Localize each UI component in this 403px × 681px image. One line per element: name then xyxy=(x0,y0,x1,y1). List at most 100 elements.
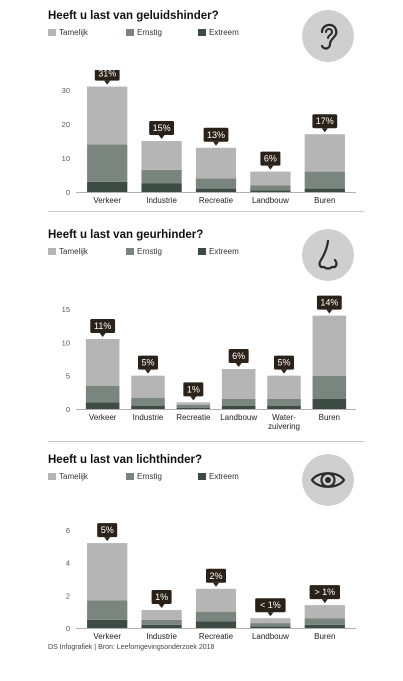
x-tick-label: Verkeer xyxy=(93,196,121,205)
y-tick-label: 4 xyxy=(66,559,70,568)
value-callout: 11% xyxy=(90,319,116,337)
x-tick-label: Industrie xyxy=(133,413,164,422)
legend-label: Ernstig xyxy=(137,247,162,256)
value-callout: 14% xyxy=(316,295,342,314)
callout-pointer xyxy=(267,612,274,617)
data-label: > 1% xyxy=(314,587,335,597)
legend-label: Ernstig xyxy=(137,472,162,481)
data-label: 17% xyxy=(316,116,334,126)
legend-swatch xyxy=(48,473,56,480)
callout-pointer xyxy=(321,128,328,133)
data-label: 5% xyxy=(101,525,114,535)
y-tick-label: 2 xyxy=(66,591,70,600)
y-tick-label: 0 xyxy=(66,624,70,633)
callout-pointer xyxy=(104,537,111,542)
callout-pointer xyxy=(104,80,111,85)
bar-segment-ernstig xyxy=(304,618,345,625)
bar-segment-extreem xyxy=(304,624,345,628)
x-tick-label: Buren xyxy=(314,196,335,205)
data-label: 1% xyxy=(155,592,168,602)
x-tick-label: Verkeer xyxy=(93,632,121,641)
x-tick-label: Water- xyxy=(272,413,296,422)
legend-swatch xyxy=(48,29,56,36)
x-tick-label: zuivering xyxy=(268,422,300,431)
value-callout: 13% xyxy=(203,127,229,146)
data-label: 11% xyxy=(94,321,111,331)
bar-segment-ernstig xyxy=(176,405,211,408)
data-label: 15% xyxy=(153,123,171,133)
value-callout: 1% xyxy=(183,382,204,401)
bar-segment-extreem xyxy=(267,405,301,409)
bar-segment-ernstig xyxy=(195,611,237,622)
x-tick-label: Recreatie xyxy=(199,632,234,641)
callout-box xyxy=(183,382,204,397)
bar-segment-ernstig xyxy=(267,399,301,406)
x-tick-label: Landbouw xyxy=(252,632,289,641)
bar-segment-tamelijk xyxy=(304,605,345,619)
x-tick-label: Buren xyxy=(314,632,335,641)
bar-segment-extreem xyxy=(141,624,182,628)
bar-segment-extreem xyxy=(87,619,128,628)
callout-box xyxy=(149,121,174,135)
y-tick-label: 15 xyxy=(62,305,70,314)
callout-pointer xyxy=(213,582,219,587)
bar-segment-ernstig xyxy=(141,169,182,184)
callout-box xyxy=(151,590,172,605)
y-tick-label: 5 xyxy=(66,372,70,381)
bar-segment-extreem xyxy=(304,188,345,192)
legend-label: Extreem xyxy=(209,472,239,481)
chart-title: Heeft u last van lichthinder? xyxy=(48,454,202,466)
legend-label: Ernstig xyxy=(137,28,162,37)
value-callout: 5% xyxy=(274,355,294,374)
bar-segment-ernstig xyxy=(304,171,345,189)
data-label: < 1% xyxy=(260,600,281,610)
data-label: 5% xyxy=(141,358,154,368)
x-tick-label: Verkeer xyxy=(89,413,117,422)
legend-swatch xyxy=(126,29,134,36)
callout-box xyxy=(228,349,249,363)
bar-segment-extreem xyxy=(221,405,256,409)
legend-swatch xyxy=(48,248,56,255)
source-footer: DS Infografiek | Bron: Leefomgevingsonde… xyxy=(48,644,215,651)
value-callout: 5% xyxy=(138,355,158,374)
chart-panel-light: Heeft u last van lichthinder? Tamelijk E… xyxy=(0,454,403,644)
y-tick-label: 30 xyxy=(62,86,70,95)
eye-icon xyxy=(302,454,354,506)
legend-label: Tamelijk xyxy=(59,247,88,256)
data-label: 14% xyxy=(320,298,338,308)
chart-panel-odour: Heeft u last van geurhinder? Tamelijk Er… xyxy=(0,229,403,439)
bar-segment-extreem xyxy=(195,188,237,192)
callout-box xyxy=(97,523,118,538)
bar-segment-extreem xyxy=(312,399,347,409)
bar-segment-ernstig xyxy=(312,375,347,399)
callout-pointer xyxy=(267,165,274,170)
bar-segment-ernstig xyxy=(85,385,120,403)
bar-segment-tamelijk xyxy=(195,588,237,612)
x-tick-label: Landbouw xyxy=(252,196,289,205)
legend-swatch xyxy=(198,473,206,480)
callout-pointer xyxy=(158,604,165,609)
y-tick-label: 0 xyxy=(66,405,70,414)
legend-label: Tamelijk xyxy=(59,28,88,37)
x-tick-label: Landbouw xyxy=(220,413,257,422)
callout-pointer xyxy=(145,369,151,374)
x-tick-label: Industrie xyxy=(146,632,177,641)
callout-pointer xyxy=(190,396,197,401)
bar-segment-tamelijk xyxy=(87,543,128,601)
value-callout: 15% xyxy=(149,121,174,139)
stacked-bar-chart: 0 2 4 6 5% Verkeer 1% Industrie 2% Recreatie < 1% L… xyxy=(66,523,356,641)
bar-segment-extreem xyxy=(250,190,291,192)
x-tick-label: Industrie xyxy=(146,196,177,205)
callout-box xyxy=(316,295,342,310)
bar-segment-tamelijk xyxy=(176,402,211,405)
bar-segment-tamelijk xyxy=(304,134,345,172)
y-tick-label: 10 xyxy=(62,154,70,163)
bar-segment-tamelijk xyxy=(250,618,291,624)
bar-segment-ernstig xyxy=(141,619,182,625)
y-tick-label: 20 xyxy=(62,120,70,129)
bar-segment-tamelijk xyxy=(85,339,120,386)
callout-box xyxy=(90,319,116,333)
callout-pointer xyxy=(158,135,165,139)
callout-pointer xyxy=(99,333,106,337)
ear-icon xyxy=(302,10,354,62)
